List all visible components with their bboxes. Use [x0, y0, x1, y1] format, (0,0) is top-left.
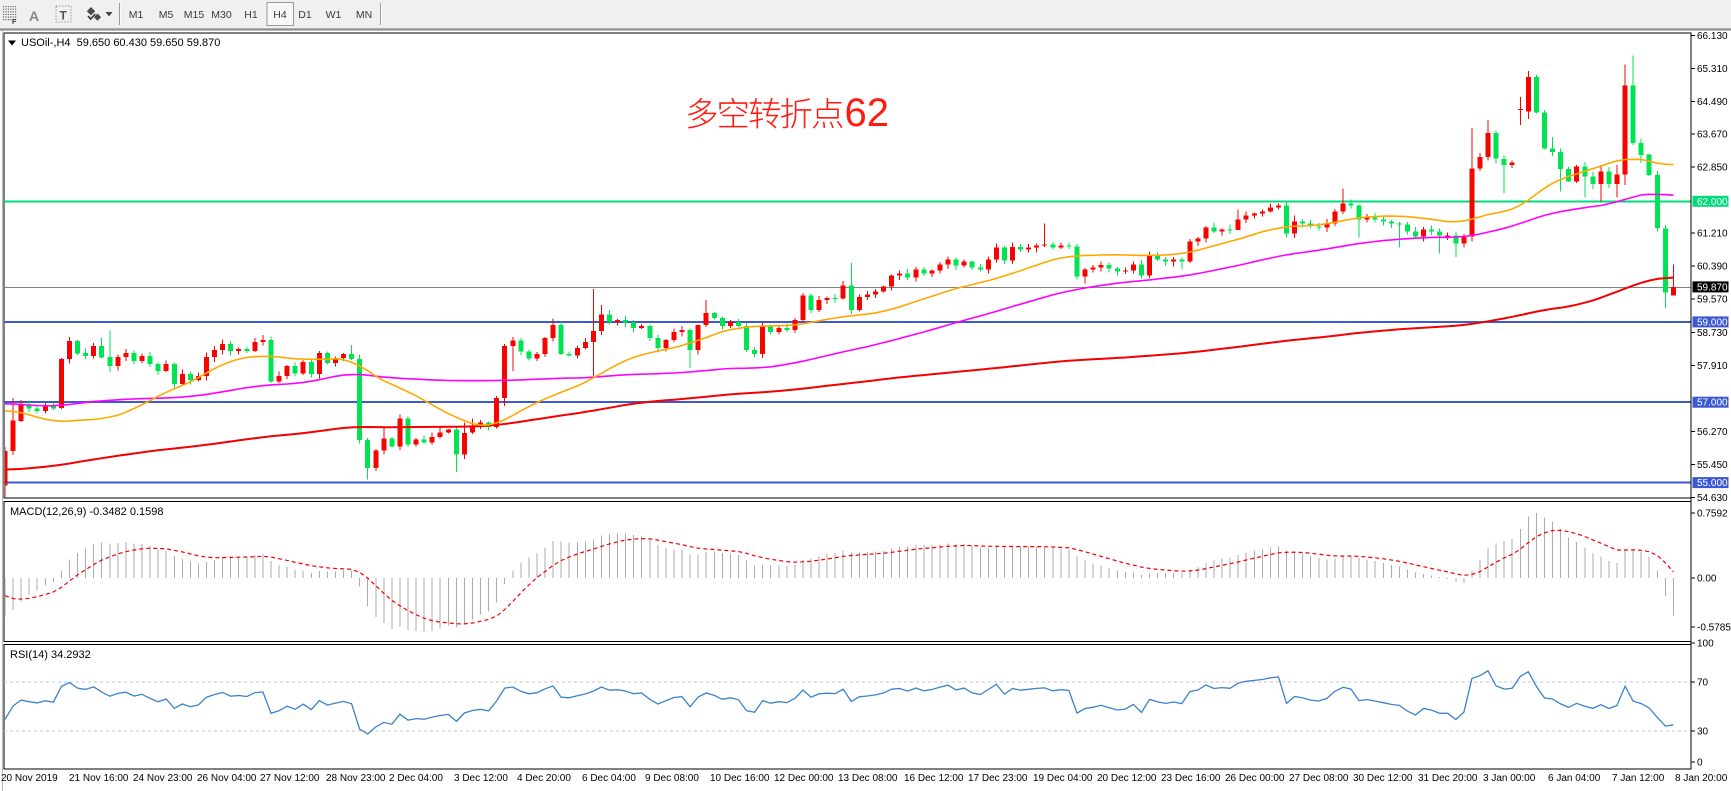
- svg-text:0.7592: 0.7592: [1697, 508, 1728, 519]
- svg-text:RSI(14) 34.2932: RSI(14) 34.2932: [10, 649, 91, 661]
- svg-text:55.450: 55.450: [1697, 460, 1728, 471]
- svg-text:100: 100: [1697, 639, 1714, 650]
- svg-text:A: A: [29, 8, 39, 24]
- svg-text:16 Dec 12:00: 16 Dec 12:00: [904, 773, 964, 784]
- svg-text:26 Dec 00:00: 26 Dec 00:00: [1225, 773, 1285, 784]
- svg-text:23 Dec 16:00: 23 Dec 16:00: [1161, 773, 1221, 784]
- svg-text:7 Jan 12:00: 7 Jan 12:00: [1612, 773, 1665, 784]
- svg-text:58.730: 58.730: [1697, 328, 1728, 339]
- svg-text:63.670: 63.670: [1697, 130, 1728, 141]
- svg-text:H4: H4: [273, 9, 287, 21]
- svg-text:4 Dec 20:00: 4 Dec 20:00: [517, 773, 571, 784]
- svg-text:65.310: 65.310: [1697, 64, 1728, 75]
- svg-text:6 Dec 04:00: 6 Dec 04:00: [582, 773, 636, 784]
- svg-text:27 Nov 12:00: 27 Nov 12:00: [260, 773, 320, 784]
- svg-text:-0.5785: -0.5785: [1697, 623, 1731, 634]
- svg-text:62: 62: [845, 91, 890, 135]
- svg-text:17 Dec 23:00: 17 Dec 23:00: [968, 773, 1028, 784]
- svg-text:D1: D1: [298, 9, 312, 21]
- svg-text:57.910: 57.910: [1697, 361, 1728, 372]
- svg-text:28 Nov 23:00: 28 Nov 23:00: [326, 773, 386, 784]
- svg-text:8 Jan 20:00: 8 Jan 20:00: [1675, 773, 1728, 784]
- svg-text:30: 30: [1697, 727, 1709, 738]
- svg-text:57.000: 57.000: [1697, 398, 1728, 409]
- svg-text:31 Dec 20:00: 31 Dec 20:00: [1418, 773, 1478, 784]
- svg-text:62.850: 62.850: [1697, 163, 1728, 174]
- svg-text:M1: M1: [129, 9, 144, 21]
- svg-text:3 Dec 12:00: 3 Dec 12:00: [454, 773, 508, 784]
- svg-text:M15: M15: [184, 9, 205, 21]
- svg-text:9 Dec 08:00: 9 Dec 08:00: [645, 773, 699, 784]
- svg-text:H1: H1: [244, 9, 258, 21]
- svg-text:62.000: 62.000: [1697, 197, 1728, 208]
- svg-text:54.630: 54.630: [1697, 493, 1728, 504]
- svg-text:T: T: [60, 9, 68, 23]
- svg-text:24 Nov 23:00: 24 Nov 23:00: [133, 773, 193, 784]
- svg-text:6 Jan 04:00: 6 Jan 04:00: [1548, 773, 1601, 784]
- svg-text:USOil-,H4 59.650 60.430 59.65: USOil-,H4 59.650 60.430 59.650 59.870: [21, 37, 220, 49]
- svg-text:55.000: 55.000: [1697, 478, 1728, 489]
- svg-text:W1: W1: [326, 9, 342, 21]
- svg-text:61.210: 61.210: [1697, 229, 1728, 240]
- svg-text:M5: M5: [159, 9, 174, 21]
- svg-text:0: 0: [1697, 757, 1703, 768]
- svg-text:10 Dec 16:00: 10 Dec 16:00: [710, 773, 770, 784]
- svg-text:59.000: 59.000: [1697, 317, 1728, 328]
- svg-text:2 Dec 04:00: 2 Dec 04:00: [389, 773, 443, 784]
- svg-text:70: 70: [1697, 677, 1709, 688]
- svg-text:27 Dec 08:00: 27 Dec 08:00: [1289, 773, 1349, 784]
- svg-text:MN: MN: [356, 9, 372, 21]
- svg-text:0.00: 0.00: [1697, 574, 1717, 585]
- svg-text:M30: M30: [211, 9, 232, 21]
- svg-text:26 Nov 04:00: 26 Nov 04:00: [197, 773, 257, 784]
- svg-text:64.490: 64.490: [1697, 97, 1728, 108]
- svg-text:20 Dec 12:00: 20 Dec 12:00: [1097, 773, 1157, 784]
- svg-text:F: F: [12, 19, 17, 26]
- svg-text:66.130: 66.130: [1697, 31, 1728, 42]
- svg-text:59.870: 59.870: [1697, 282, 1728, 293]
- svg-text:MACD(12,26,9) -0.3482 0.1598: MACD(12,26,9) -0.3482 0.1598: [10, 506, 163, 518]
- svg-text:3 Jan 00:00: 3 Jan 00:00: [1483, 773, 1536, 784]
- svg-text:20 Nov 2019: 20 Nov 2019: [1, 773, 58, 784]
- svg-text:30 Dec 12:00: 30 Dec 12:00: [1353, 773, 1413, 784]
- svg-text:56.270: 56.270: [1697, 427, 1728, 438]
- svg-text:21 Nov 16:00: 21 Nov 16:00: [69, 773, 129, 784]
- svg-text:59.570: 59.570: [1697, 295, 1728, 306]
- svg-text:13 Dec 08:00: 13 Dec 08:00: [838, 773, 898, 784]
- svg-text:60.390: 60.390: [1697, 262, 1728, 273]
- svg-text:12 Dec 00:00: 12 Dec 00:00: [774, 773, 834, 784]
- svg-text:19 Dec 04:00: 19 Dec 04:00: [1033, 773, 1093, 784]
